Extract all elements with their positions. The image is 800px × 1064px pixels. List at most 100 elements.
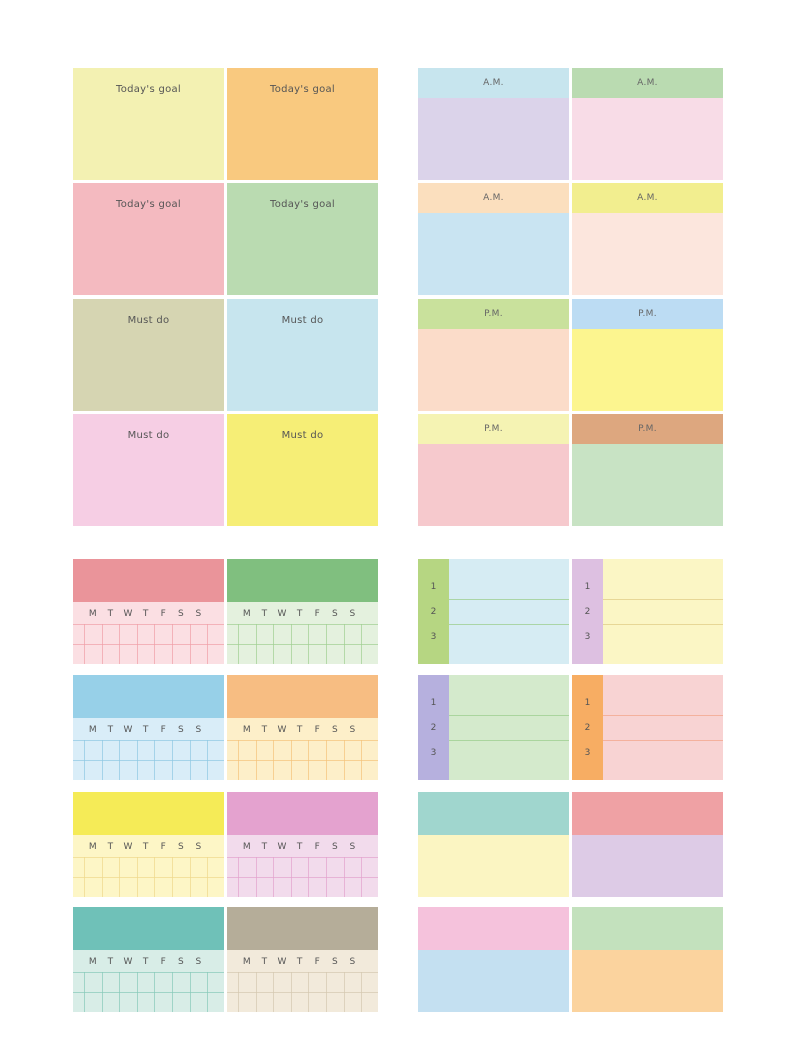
weekday-label: M	[88, 609, 97, 619]
note-label: P.M.	[484, 309, 503, 319]
day-divider	[238, 740, 239, 780]
ampm-note[interactable]: A.M.	[418, 68, 569, 180]
two-tone-note[interactable]	[572, 907, 723, 1012]
sticky-note[interactable]: Today's goal	[227, 68, 378, 180]
grid-rule	[73, 624, 224, 625]
day-divider	[343, 624, 345, 664]
weekday-label: T	[107, 725, 114, 735]
note-header-band	[572, 792, 723, 835]
numbered-list-note[interactable]: 1 2 3	[418, 675, 569, 780]
day-divider	[172, 857, 173, 897]
day-divider	[343, 740, 345, 780]
sticky-note[interactable]: Today's goal	[227, 183, 378, 295]
note-header-band: P.M.	[572, 299, 723, 329]
sticky-note[interactable]: Today's goal	[73, 68, 224, 180]
weekday-label: T	[261, 609, 268, 619]
two-tone-note[interactable]	[418, 792, 569, 897]
ampm-note[interactable]: A.M.	[572, 183, 723, 295]
note-header-band	[73, 559, 224, 602]
ampm-note[interactable]: P.M.	[572, 414, 723, 526]
day-divider	[361, 857, 363, 897]
note-header-band: P.M.	[418, 299, 569, 329]
grid-rule	[73, 877, 224, 878]
note-header-band: A.M.	[572, 183, 723, 213]
weekday-label: M	[242, 609, 251, 619]
note-header-band	[572, 907, 723, 950]
weekday-label: M	[242, 725, 251, 735]
weekday-label: M	[242, 842, 251, 852]
two-tone-note[interactable]	[572, 792, 723, 897]
note-label: Today's goal	[115, 199, 182, 210]
day-divider	[326, 740, 327, 780]
list-rule	[603, 740, 723, 741]
grid-rule	[73, 740, 224, 741]
weekday-label: M	[88, 957, 97, 967]
sticky-note[interactable]: Must do	[73, 299, 224, 411]
day-divider	[308, 857, 310, 897]
ampm-note[interactable]: A.M.	[572, 68, 723, 180]
numbered-list-note[interactable]: 1 2 3	[418, 559, 569, 664]
weekday-label: T	[142, 609, 149, 619]
day-divider	[326, 857, 327, 897]
day-divider	[326, 624, 327, 664]
weekday-label: T	[296, 842, 303, 852]
list-rule	[449, 624, 569, 625]
weekday-label: T	[142, 725, 149, 735]
day-divider	[101, 857, 103, 897]
day-divider	[290, 740, 292, 780]
list-rule	[603, 624, 723, 625]
grid-rule	[73, 972, 224, 973]
ampm-note[interactable]: A.M.	[418, 183, 569, 295]
weekday-label: S	[177, 609, 184, 619]
weekday-label: T	[142, 842, 149, 852]
sticky-note[interactable]: Must do	[227, 414, 378, 526]
numbered-list-note[interactable]: 1 2 3	[572, 559, 723, 664]
day-divider	[361, 740, 363, 780]
day-divider	[154, 857, 156, 897]
ampm-note[interactable]: P.M.	[418, 414, 569, 526]
day-divider	[238, 857, 239, 897]
weekday-label: S	[349, 725, 356, 735]
day-divider	[84, 857, 85, 897]
numbered-list-note[interactable]: 1 2 3	[572, 675, 723, 780]
weekday-label: S	[349, 609, 356, 619]
day-divider	[255, 857, 257, 897]
list-number: 3	[584, 748, 591, 758]
weekday-label: T	[261, 842, 268, 852]
weekday-label: S	[177, 957, 184, 967]
note-side-strip: 1 2 3	[418, 559, 449, 664]
day-divider	[273, 972, 275, 1012]
sticky-note[interactable]: Must do	[73, 414, 224, 526]
day-divider	[273, 624, 275, 664]
day-divider	[136, 740, 138, 780]
day-divider	[207, 740, 209, 780]
sticky-note[interactable]: Must do	[227, 299, 378, 411]
note-label: P.M.	[638, 424, 657, 434]
day-divider	[255, 740, 257, 780]
note-label: A.M.	[483, 193, 504, 203]
note-header-band	[227, 675, 378, 718]
two-tone-note[interactable]	[418, 907, 569, 1012]
ampm-note[interactable]: P.M.	[572, 299, 723, 411]
list-rule	[603, 715, 723, 716]
list-number: 1	[430, 582, 437, 592]
day-divider	[273, 857, 275, 897]
weekday-label: W	[277, 842, 287, 852]
sticky-note[interactable]: Today's goal	[73, 183, 224, 295]
weekday-label: T	[107, 957, 114, 967]
list-number: 2	[430, 607, 437, 617]
ampm-note[interactable]: P.M.	[418, 299, 569, 411]
weekday-label: F	[160, 957, 166, 967]
weekday-label: S	[331, 957, 338, 967]
note-header-band: A.M.	[572, 68, 723, 98]
weekday-label: S	[195, 609, 202, 619]
day-divider	[361, 624, 363, 664]
